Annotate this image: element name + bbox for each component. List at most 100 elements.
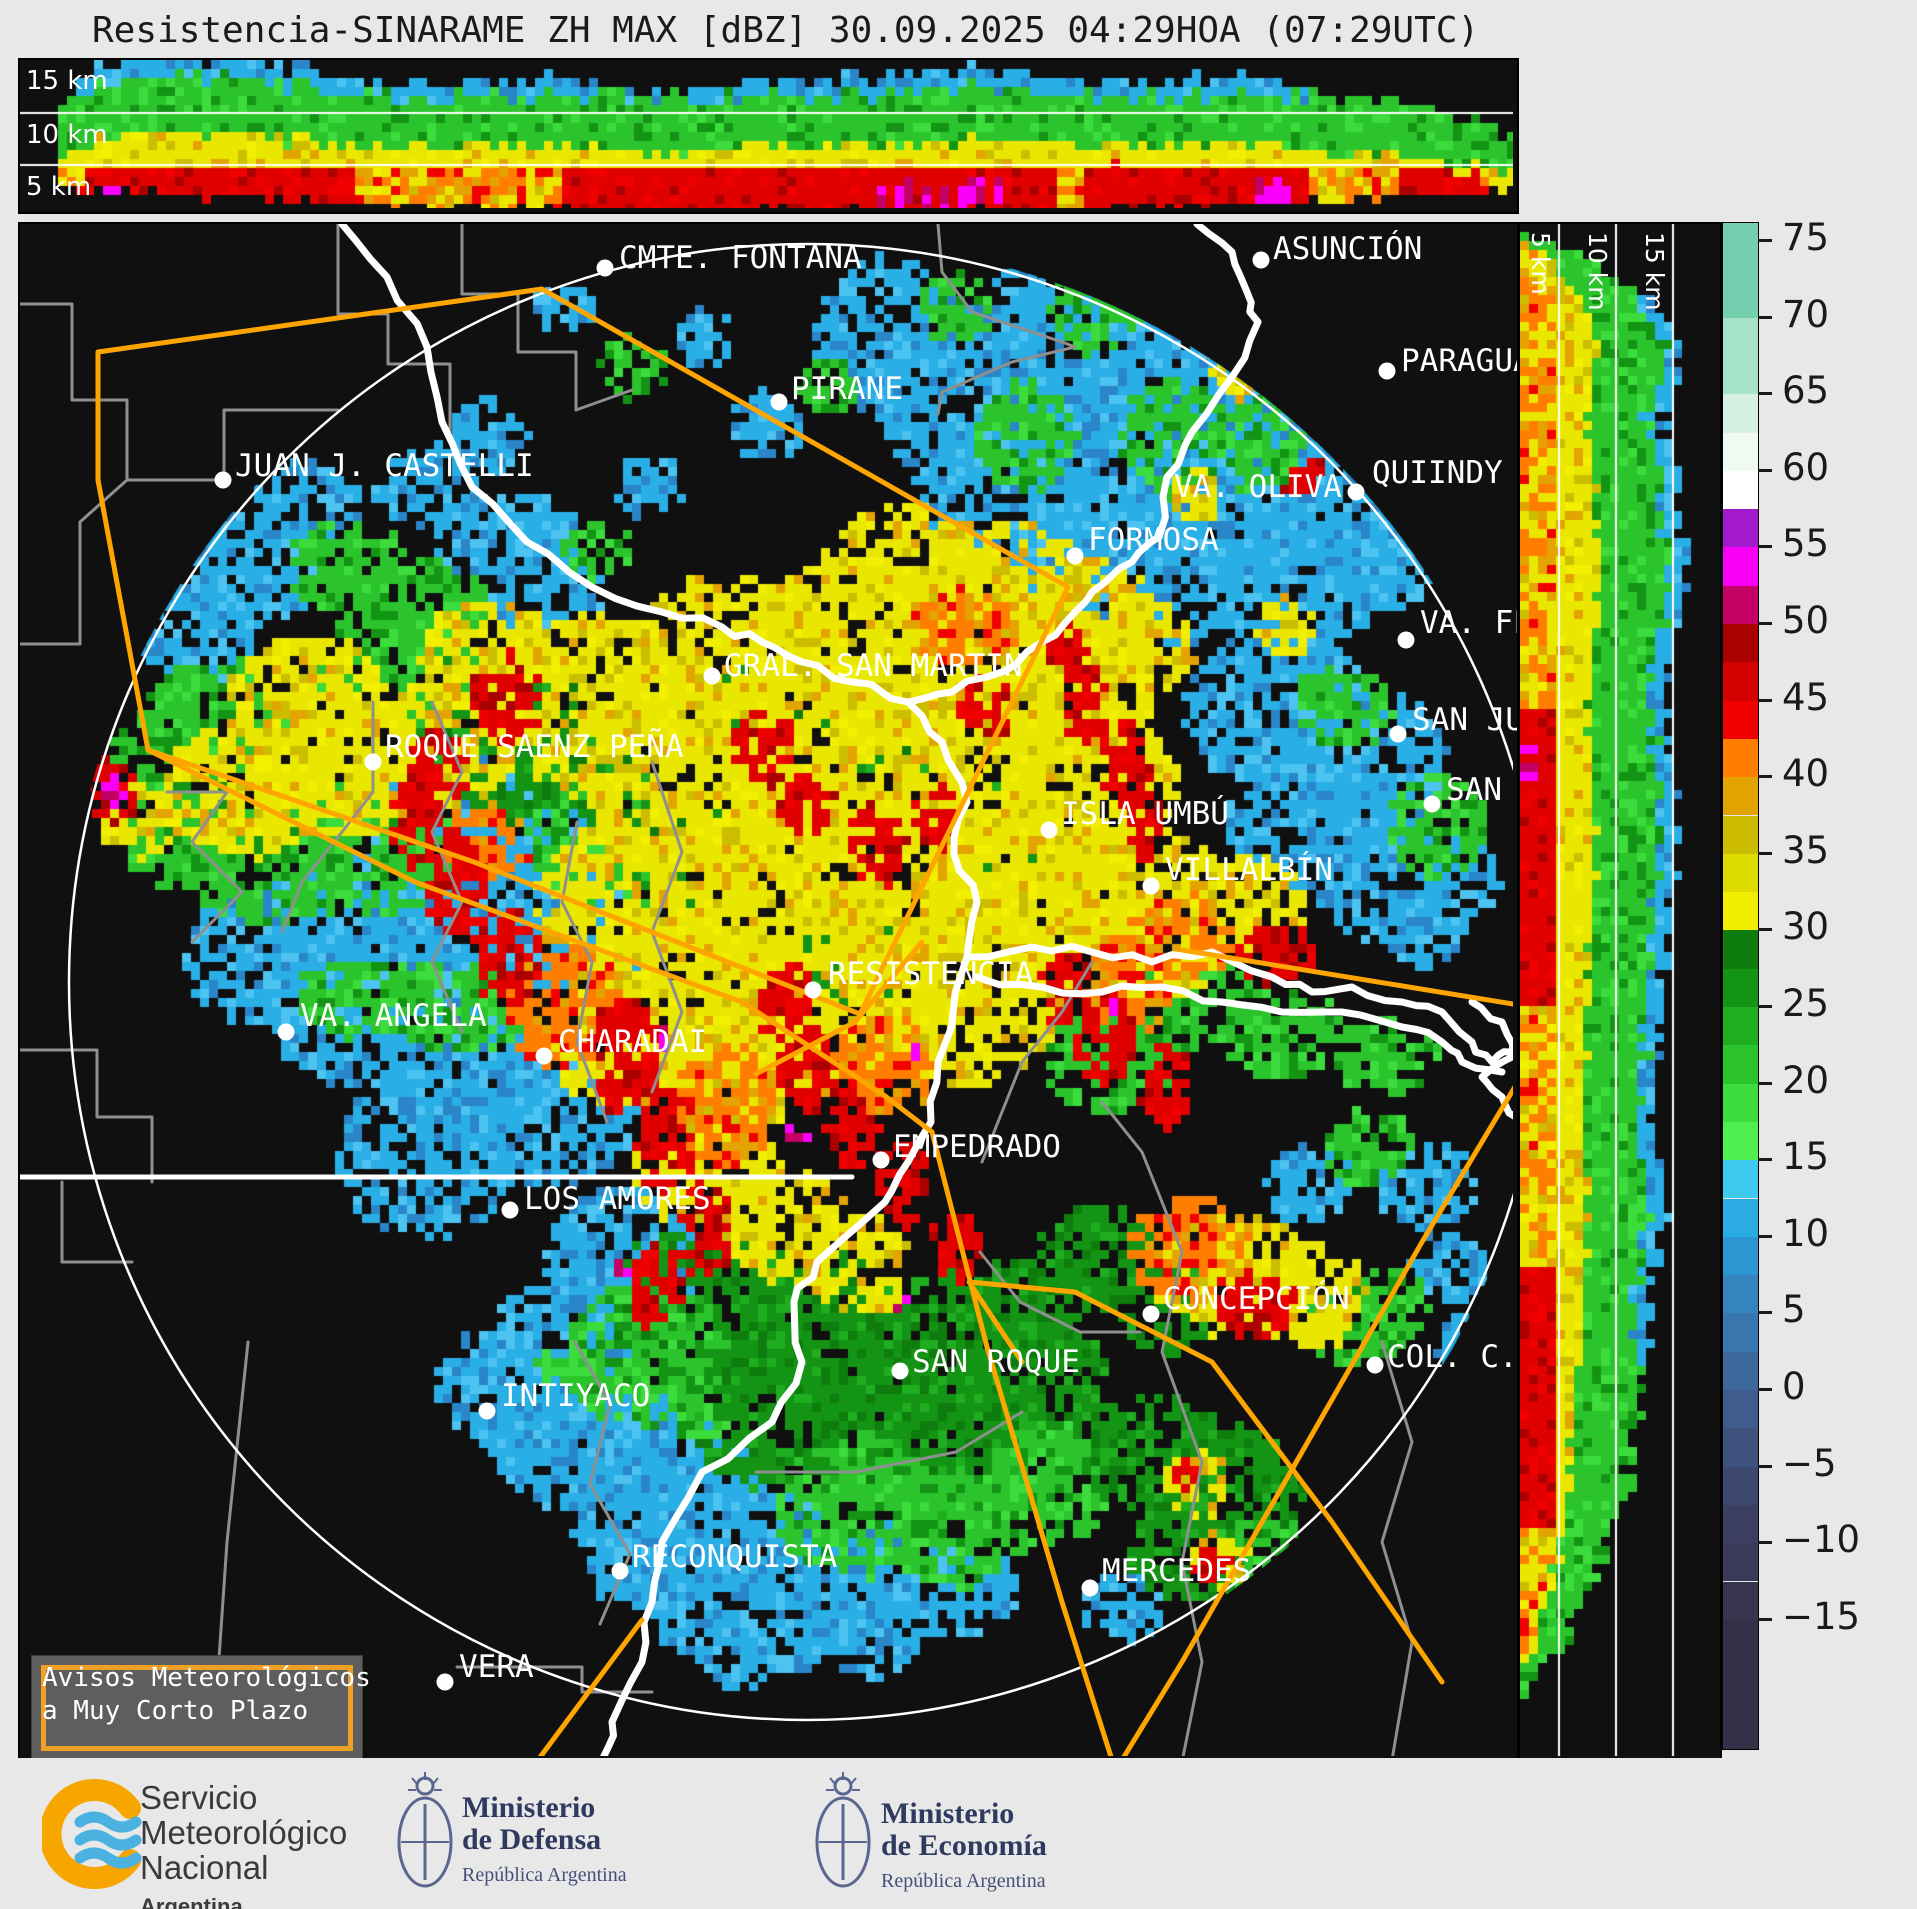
city-label: VERA	[459, 1649, 534, 1685]
province-border	[60, 1180, 134, 1264]
province-border	[1380, 1340, 1414, 1756]
defensa-wordmark: Ministerio de Defensa República Argentina	[462, 1791, 627, 1887]
province-border	[20, 1048, 154, 1184]
city-label: VA. OLIVA	[1174, 469, 1342, 505]
colorbar-segment	[1723, 662, 1758, 701]
city-dot	[1252, 251, 1270, 269]
city-dot	[364, 753, 382, 771]
colorbar-segment	[1723, 624, 1758, 663]
province-border	[754, 1410, 1024, 1474]
colorbar-tick	[1758, 1234, 1772, 1238]
radar-map-panel: CMTE. FONTANA ASUNCIÓN PARAGUARÍ PIRANE JUAN…	[18, 222, 1519, 1762]
colorbar-tick-label: 10	[1782, 1211, 1830, 1255]
city-label: SAN IGNACIO	[1446, 772, 1502, 808]
city-dot	[1397, 631, 1415, 649]
city-dot	[1366, 1356, 1384, 1374]
colorbar-tick	[1758, 392, 1772, 396]
colorbar-tick	[1758, 1005, 1772, 1008]
economia-wordmark: Ministerio de Economía República Argentina	[881, 1797, 1047, 1893]
colorbar-segment	[1723, 1313, 1758, 1352]
warning-legend-text: Avisos Meteorológicos a Muy Corto Plazo	[42, 1663, 371, 1726]
colorbar-tick	[1758, 1617, 1772, 1621]
river	[338, 224, 912, 706]
province-border	[560, 820, 609, 1124]
warning-polygon	[753, 939, 925, 1077]
colorbar-tick-label: 20	[1782, 1058, 1830, 1102]
city-dot	[1378, 362, 1396, 380]
colorbar-segment	[1723, 1619, 1758, 1749]
city-label: EMPEDRADO	[893, 1129, 1061, 1165]
colorbar-tick-label: 40	[1782, 752, 1830, 796]
smn-wordmark: Servicio Meteorológico Nacional Argentina	[140, 1779, 348, 1909]
city-label: CHARADAI	[558, 1024, 708, 1060]
height-axis-label-rotated: 10 km	[1583, 232, 1612, 311]
colorbar-segment	[1723, 700, 1758, 739]
city-label: GRAL. SAN MARTIN	[724, 648, 1023, 684]
colorbar-tick-label: 45	[1782, 675, 1830, 719]
city-label: MERCEDES	[1102, 1553, 1252, 1589]
city-label: PARAGUARÍ	[1401, 343, 1517, 379]
colorbar-tick	[1758, 315, 1772, 319]
city-dot	[277, 1023, 295, 1041]
colorbar-segment	[1723, 738, 1758, 778]
colorbar-tick	[1758, 1388, 1772, 1391]
colorbar-tick	[1758, 928, 1772, 932]
city-label: CMTE. FONTANA	[619, 240, 862, 276]
warning-legend-border	[41, 1665, 353, 1751]
warning-polygon	[966, 1279, 1078, 1365]
colorbar-tick	[1758, 239, 1772, 242]
river	[904, 224, 1262, 706]
economia-coat-of-arms	[815, 1772, 871, 1888]
city-label: FORMOSA	[1088, 522, 1219, 558]
colorbar-segment	[1723, 815, 1758, 854]
colorbar-segment	[1723, 777, 1758, 816]
warning-polygon	[1072, 1289, 1445, 1685]
colorbar-segment	[1723, 1160, 1758, 1199]
radar-echo-canvas	[20, 224, 1513, 1756]
height-axis-label-rotated: 5 km	[1526, 232, 1555, 295]
height-axis-label-rotated: 15 km	[1640, 232, 1669, 311]
top-cross-section-canvas	[20, 60, 1513, 208]
colorbar-segment	[1723, 1351, 1758, 1390]
city-label: ASUNCIÓN	[1273, 231, 1423, 267]
city-label: VA. ANGELA	[300, 998, 487, 1034]
defensa-coat-of-arms	[397, 1772, 453, 1888]
city-dot	[535, 1047, 553, 1065]
city-dot	[770, 393, 788, 411]
colorbar-segment	[1723, 317, 1758, 395]
colorbar-segment	[1723, 1198, 1758, 1237]
province-border	[455, 1665, 654, 1694]
city-dot	[1142, 1305, 1160, 1323]
colorbar-segment	[1723, 585, 1758, 624]
colorbar-tick-label: 65	[1782, 369, 1830, 413]
colorbar-tick-label: 60	[1782, 445, 1830, 489]
page-title: Resistencia-SINARAME ZH MAX [dBZ] 30.09.…	[92, 10, 1480, 51]
colorbar-tick-label: 55	[1782, 522, 1830, 566]
city-dot	[436, 1673, 454, 1691]
radar-range-ring	[67, 242, 1513, 1722]
city-dot	[804, 981, 822, 999]
river	[600, 698, 981, 1756]
city-dot	[1066, 547, 1084, 565]
province-border	[978, 1250, 1142, 1334]
colorbar-tick	[1758, 1541, 1772, 1545]
dbz-colorbar: 75 70 65 60 55 50 45 40 35 30 25 20 15 10 5 0 −5 −10 −15	[1722, 216, 1917, 1758]
city-label: LOS AMORES	[524, 1181, 711, 1217]
city-label: PIRANE	[791, 371, 903, 407]
warning-polygon	[537, 1617, 645, 1756]
province-border	[336, 224, 452, 434]
city-label: RESISTENCIA	[828, 956, 1034, 992]
footer: Servicio Meteorológico Nacional Argentina M…	[0, 1758, 1917, 1909]
colorbar-segment	[1723, 853, 1758, 893]
river	[973, 973, 1506, 1076]
colorbar-segment	[1723, 394, 1758, 433]
city-dot	[872, 1151, 890, 1169]
colorbar-segment	[1723, 1275, 1758, 1314]
colorbar-segment	[1723, 968, 1758, 1007]
colorbar-segment	[1723, 1581, 1758, 1620]
colorbar-tick-label: 25	[1782, 982, 1830, 1025]
right-cross-section-panel: 5 km 10 km 15 km	[1518, 222, 1722, 1762]
colorbar-segment	[1723, 432, 1758, 471]
city-dot	[1040, 821, 1058, 839]
